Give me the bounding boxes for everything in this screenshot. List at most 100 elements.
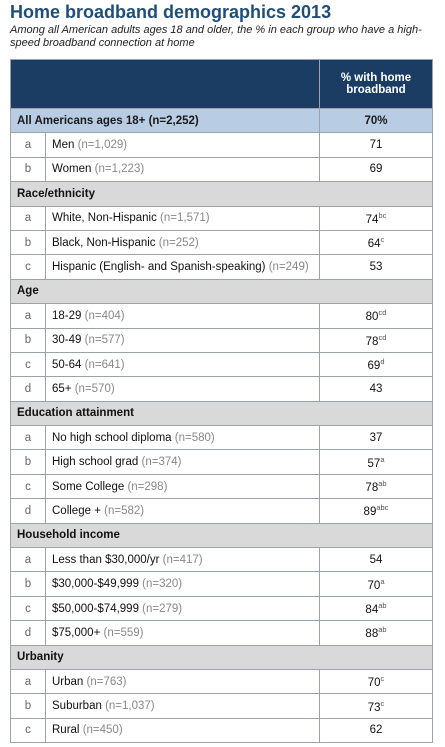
row-n: (n=763) [86,675,127,688]
overall-row: All Americans ages 18+ (n=2,252) 70% [10,107,433,134]
row-value-cell: 78cd [319,327,433,353]
row-label: Urban [52,675,84,688]
row-value-cell: 69 [319,156,433,183]
row-n: (n=580) [174,431,215,444]
row-value: 70 [367,677,381,690]
row-value-cell: 64c [319,229,433,256]
row-value: 69 [369,163,383,176]
row-value-cell: 88ab [319,620,433,646]
row-n: (n=570) [74,382,115,395]
row-label: $75,000+ [52,626,101,639]
row-letter: d [10,620,46,646]
row-value: 88 [365,628,379,641]
data-row: a Men (n=1,029) 71 [10,132,433,158]
subtitle: Among all American adults ages 18 and ol… [10,24,422,49]
row-value-cell: 43 [319,376,433,402]
section-title: Household income [10,522,433,549]
row-n: (n=641) [84,358,125,371]
significance: cd [378,308,387,318]
row-n: (n=1,029) [77,139,128,152]
row-label-cell: 65+ (n=570) [45,376,320,402]
row-label-cell: 30-49 (n=577) [45,327,320,353]
row-value: 69 [367,360,381,373]
data-row: b Women (n=1,223) 69 [10,156,433,183]
title: Home broadband demographics 2013 [10,2,332,22]
row-value: 43 [369,382,383,395]
data-row: a Less than $30,000/yr (n=417) 54 [10,547,433,573]
row-label-cell: Suburban (n=1,037) [45,693,320,719]
row-value: 62 [369,724,383,737]
row-label-cell: Women (n=1,223) [45,156,320,183]
data-row: c Rural (n=450) 62 [10,717,433,744]
row-label-cell: Hispanic (English- and Spanish-speaking)… [45,254,320,280]
row-label: No high school diploma [52,431,172,444]
section-title: Urbanity [10,644,433,670]
row-letter: a [10,132,46,158]
row-value-cell: 53 [319,254,433,280]
row-value: 37 [369,431,383,444]
row-letter: b [10,693,46,719]
row-label: 65+ [52,382,72,395]
row-value: 71 [369,139,383,152]
row-value: 73 [367,701,381,714]
row-label: 50-64 [52,358,82,371]
section-row: Race/ethnicity [10,181,433,207]
row-letter: a [10,425,46,451]
row-label: White, Non-Hispanic [52,212,157,225]
row-n: (n=417) [162,553,203,566]
row-value-cell: 74bc [319,205,433,231]
row-label: Less than $30,000/yr [52,553,160,566]
row-value-cell: 69d [319,351,433,378]
data-row: b $30,000-$49,999 (n=320) 70a [10,571,433,597]
row-n: (n=1,571) [160,212,210,225]
significance: c [380,235,385,245]
row-n: (n=320) [142,578,183,591]
row-label-cell: White, Non-Hispanic (n=1,571) [45,205,320,231]
row-n: (n=582) [104,504,145,517]
row-letter: d [10,498,46,524]
row-letter: a [10,547,46,573]
significance: a [380,576,385,586]
row-label-cell: Some College (n=298) [45,473,320,500]
row-label-cell: 50-64 (n=641) [45,351,320,378]
row-label-cell: $75,000+ (n=559) [45,620,320,646]
row-label: Hispanic (English- and Spanish-speaking) [52,261,266,274]
significance: ab [378,479,387,489]
data-row: c 50-64 (n=641) 69d [10,351,433,378]
row-letter: c [10,595,46,622]
row-value-cell: 71 [319,132,433,158]
row-value-cell: 73c [319,693,433,719]
section-row: Age [10,278,433,305]
column-header: % with home broadband [319,59,433,109]
row-value: 70 [367,579,381,592]
overall-value: 70% [319,107,433,134]
overall-label: All Americans ages 18+ (n=2,252) [10,107,320,134]
row-letter: a [10,303,46,329]
row-label: Some College [52,480,125,493]
row-value-cell: 89abc [319,498,433,524]
significance: c [380,698,385,708]
row-label: Men [52,139,75,152]
row-value-cell: 70a [319,571,433,597]
data-row: b 30-49 (n=577) 78cd [10,327,433,353]
row-label-cell: Urban (n=763) [45,668,320,695]
row-letter: c [10,254,46,280]
row-value-cell: 54 [319,547,433,573]
data-row: b Suburban (n=1,037) 73c [10,693,433,719]
row-value-cell: 80cd [319,303,433,329]
significance: ab [378,601,387,610]
row-label: 30-49 [52,334,82,347]
row-value: 54 [369,553,383,566]
row-label: $30,000-$49,999 [52,578,139,591]
row-label-cell: No high school diploma (n=580) [45,425,320,451]
row-n: (n=577) [84,334,125,347]
significance: abc [376,503,389,513]
row-value: 64 [367,238,381,251]
row-value-cell: 84ab [319,595,433,622]
row-n: (n=298) [127,480,168,493]
row-label: Suburban [52,700,102,713]
row-letter: d [10,376,46,402]
row-label-cell: $50,000-$74,999 (n=279) [45,595,320,622]
row-value-cell: 70c [319,668,433,695]
row-label: $50,000-$74,999 [52,602,139,615]
